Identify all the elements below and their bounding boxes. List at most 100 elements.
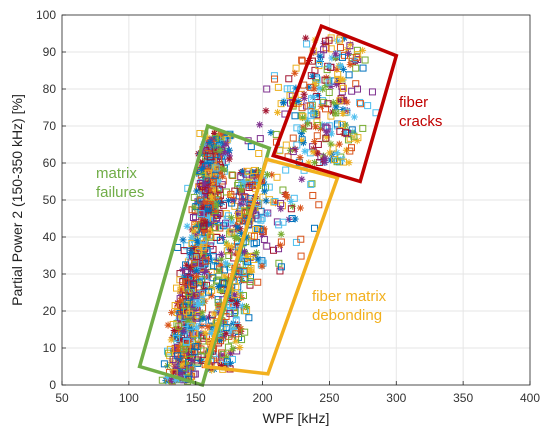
data-point-star bbox=[346, 40, 354, 48]
data-point-square bbox=[368, 88, 376, 96]
x-axis-title: WPF [kHz] bbox=[263, 410, 330, 426]
data-point-square bbox=[223, 358, 231, 366]
data-point-square bbox=[192, 343, 200, 351]
data-point-square bbox=[238, 336, 246, 344]
data-point-star bbox=[327, 82, 335, 90]
data-point-star bbox=[332, 109, 340, 117]
data-point-square bbox=[181, 301, 189, 309]
data-point-square bbox=[172, 357, 180, 365]
data-point-square bbox=[222, 210, 230, 218]
data-point-star bbox=[215, 199, 223, 207]
data-point-square bbox=[357, 100, 365, 108]
data-point-star bbox=[183, 261, 191, 269]
data-point-square bbox=[185, 289, 193, 297]
data-point-star bbox=[327, 140, 335, 148]
data-point-square bbox=[312, 74, 320, 82]
data-point-star bbox=[274, 108, 282, 116]
data-point-star bbox=[339, 65, 347, 73]
data-point-star bbox=[172, 344, 180, 352]
data-point-square bbox=[338, 82, 346, 90]
data-point-star bbox=[183, 222, 191, 230]
data-point-star bbox=[186, 263, 194, 271]
data-point-star bbox=[335, 140, 343, 148]
data-point-square bbox=[214, 192, 222, 200]
data-point-square bbox=[227, 190, 235, 198]
data-point-star bbox=[322, 82, 330, 90]
data-point-square bbox=[176, 314, 184, 322]
data-point-square bbox=[298, 57, 306, 65]
data-point-star bbox=[201, 219, 209, 227]
data-point-star bbox=[197, 329, 205, 337]
data-point-square bbox=[212, 214, 220, 222]
y-axis-title: Partial Power 2 (150-350 kHz) [%] bbox=[9, 94, 25, 306]
data-point-star bbox=[181, 273, 189, 281]
data-point-square bbox=[216, 224, 224, 232]
data-point-square bbox=[336, 44, 344, 52]
data-point-square bbox=[306, 83, 314, 91]
data-point-star bbox=[217, 261, 225, 269]
data-point-star bbox=[237, 256, 245, 264]
data-point-star bbox=[210, 310, 218, 318]
data-point-square bbox=[348, 87, 356, 95]
data-point-square bbox=[311, 66, 319, 74]
data-point-star bbox=[300, 94, 308, 102]
data-point-star bbox=[248, 168, 256, 176]
data-point-square bbox=[352, 80, 360, 88]
data-point-star bbox=[215, 266, 223, 274]
data-point-star bbox=[169, 368, 177, 376]
data-point-star bbox=[321, 154, 329, 162]
data-point-star bbox=[316, 52, 324, 60]
data-point-star bbox=[208, 292, 216, 300]
data-point-square bbox=[336, 97, 344, 105]
data-point-square bbox=[182, 343, 190, 351]
data-point-square bbox=[289, 134, 297, 142]
data-point-star bbox=[242, 233, 250, 241]
data-point-star bbox=[167, 336, 175, 344]
data-point-square bbox=[190, 193, 198, 201]
data-point-square bbox=[260, 235, 268, 243]
data-point-square bbox=[256, 225, 264, 233]
data-point-square bbox=[212, 164, 220, 172]
data-point-star bbox=[194, 238, 202, 246]
data-point-star bbox=[342, 146, 350, 154]
data-point-star bbox=[188, 357, 196, 365]
data-point-square bbox=[298, 56, 306, 64]
data-point-square bbox=[172, 334, 180, 342]
data-point-square bbox=[308, 180, 316, 188]
data-point-square bbox=[265, 183, 273, 191]
data-point-square bbox=[297, 235, 305, 243]
data-point-square bbox=[289, 148, 297, 156]
data-point-square bbox=[191, 259, 199, 267]
data-point-square bbox=[228, 171, 236, 179]
data-point-square bbox=[219, 350, 227, 358]
data-point-square bbox=[239, 292, 247, 300]
data-point-square bbox=[188, 347, 196, 355]
data-point-star bbox=[267, 129, 275, 137]
data-point-star bbox=[200, 180, 208, 188]
data-point-star bbox=[350, 113, 358, 121]
data-point-star bbox=[225, 146, 233, 154]
data-point-star bbox=[238, 168, 246, 176]
data-point-star bbox=[176, 368, 184, 376]
data-point-square bbox=[321, 37, 329, 45]
data-point-star bbox=[332, 103, 340, 111]
data-point-square bbox=[173, 284, 181, 292]
cluster-box bbox=[271, 23, 399, 184]
data-point-square bbox=[206, 153, 214, 161]
data-point-star bbox=[211, 130, 219, 138]
data-point-square bbox=[199, 236, 207, 244]
data-point-square bbox=[282, 166, 290, 174]
data-point-square bbox=[177, 321, 185, 329]
data-point-square bbox=[182, 261, 190, 269]
data-point-square bbox=[356, 98, 364, 106]
data-point-star bbox=[224, 241, 232, 249]
data-point-square bbox=[246, 281, 254, 289]
data-point-star bbox=[353, 137, 361, 145]
axis-ticks: 50 100 150 200 250 300 350 400 0 10 20 30 40 50 60 70 80… bbox=[36, 8, 540, 405]
data-point-star bbox=[199, 314, 207, 322]
cluster-labels: matrix failures fiber matrix debonding fiber… bbox=[96, 94, 442, 324]
data-point-star bbox=[300, 126, 308, 134]
data-point-star bbox=[217, 130, 225, 138]
data-point-square bbox=[329, 144, 337, 152]
data-point-square bbox=[252, 211, 260, 219]
